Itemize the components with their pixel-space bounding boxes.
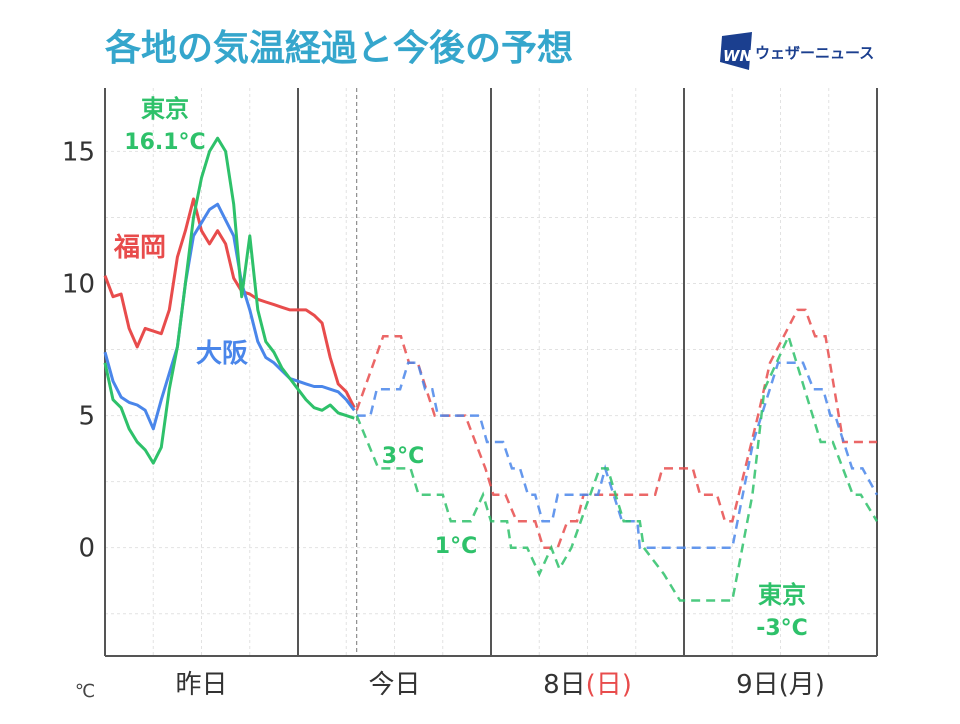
axes [104,88,878,657]
annotation-1c: 1°C [435,534,477,559]
day-label-text: 昨日 [175,670,227,700]
series-lines [103,136,879,602]
annotation-tokyo-max: 16.1°C [124,130,205,155]
annotation-tokyo-name: 東京 [141,95,189,123]
day-label: 昨日 [175,670,227,700]
day-label: 今日 [368,670,420,700]
y-tick-label: 0 [78,534,95,564]
day-label: 8日(日) [543,670,632,700]
annotation-tokyo-min-name: 東京 [758,581,806,609]
observed-line-fukuoka [103,197,356,409]
annotation-3c: 3°C [382,444,424,469]
page-title: 各地の気温経過と今後の予想 [105,28,573,69]
y-tick-label: 5 [78,402,95,432]
annotation-fukuoka: 福岡 [113,233,166,263]
weathernews-logo: WN ウェザーニュース [720,32,874,70]
day-label-text: 今日 [368,670,420,700]
annotation-osaka: 大阪 [196,339,248,369]
observed-line-tokyo [103,136,355,465]
y-tick-labels: 0 5 10 15 [62,137,95,563]
forecast-line-osaka [356,361,879,549]
y-tick-label: 15 [62,137,95,167]
annotation-tokyo-min: -3°C [756,616,808,641]
day-label-text: 8日 [543,670,586,700]
day-label-text: 9日 [736,670,779,700]
forecast-line-tokyo [355,332,879,602]
y-unit-label: ℃ [75,681,95,702]
observed-line-osaka [103,202,356,431]
day-label-weekday: (月) [779,670,825,700]
logo-text: ウェザーニュース [755,44,874,62]
day-labels: 昨日 今日 8日(日) 9日(月) [175,670,824,700]
day-label: 9日(月) [736,670,825,700]
y-tick-label: 10 [62,269,95,299]
annotations: 東京 16.1°C 福岡 大阪 3°C 1°C 東京 -3°C [113,95,808,641]
logo-mark [720,32,752,70]
day-label-weekday: (日) [586,670,632,700]
logo-mark-text: WN [723,47,753,65]
forecast-line-fukuoka [355,308,877,549]
